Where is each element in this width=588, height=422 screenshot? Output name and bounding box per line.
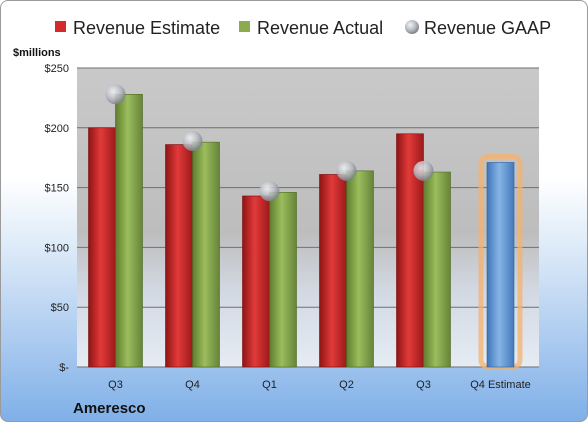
legend-swatch-estimate <box>55 21 66 32</box>
x-axis-labels: Q3 Q4 Q1 Q2 Q3 Q4 Estimate <box>108 379 531 391</box>
gaap-points <box>105 84 434 202</box>
legend: Revenue Estimate Revenue Actual Revenue … <box>55 18 551 38</box>
bar-revenue-actual <box>346 170 374 368</box>
y-axis-ticks: $- $50 $100 $150 $200 $250 <box>45 63 70 374</box>
bar-revenue-actual <box>269 192 297 368</box>
plot-area <box>77 68 539 367</box>
bar-revenue-estimate <box>319 174 347 368</box>
y-tick-label: $150 <box>45 183 69 195</box>
legend-swatch-actual <box>239 21 250 32</box>
company-name: Ameresco <box>73 400 146 417</box>
point-revenue-gaap <box>336 160 357 181</box>
x-category-label: Q1 <box>262 379 277 391</box>
point-revenue-gaap <box>259 181 280 202</box>
legend-item-actual: Revenue Actual <box>239 18 383 38</box>
x-category-label: Q4 Estimate <box>470 379 531 391</box>
y-tick-label: $100 <box>45 242 69 254</box>
legend-label-actual: Revenue Actual <box>257 18 383 38</box>
legend-label-gaap: Revenue GAAP <box>424 18 551 38</box>
legend-swatch-gaap <box>405 20 419 34</box>
y-tick-label: $- <box>59 362 69 374</box>
legend-item-gaap: Revenue GAAP <box>405 18 551 38</box>
y-tick-label: $200 <box>45 123 69 135</box>
y-tick-label: $50 <box>51 302 69 314</box>
x-category-label: Q2 <box>339 379 354 391</box>
y-tick-label: $250 <box>45 63 69 75</box>
bars <box>88 94 523 370</box>
bar-revenue-estimate <box>88 127 116 368</box>
bar-revenue-actual <box>192 141 220 368</box>
bar-revenue-estimate <box>165 144 193 368</box>
x-category-label: Q4 <box>185 379 200 391</box>
point-revenue-gaap <box>413 160 434 181</box>
bar-revenue-actual <box>423 171 451 368</box>
legend-item-estimate: Revenue Estimate <box>55 18 220 38</box>
x-category-label: Q3 <box>108 379 123 391</box>
bar-revenue-estimate <box>242 195 270 368</box>
point-revenue-gaap <box>105 84 126 105</box>
bar-revenue-actual <box>115 94 143 368</box>
point-revenue-gaap <box>182 130 203 151</box>
x-category-label: Q3 <box>416 379 431 391</box>
bar-revenue-estimate-q4 <box>486 162 515 368</box>
y-axis-unit-label: $millions <box>13 47 61 59</box>
gridlines <box>77 67 539 368</box>
legend-label-estimate: Revenue Estimate <box>73 18 220 38</box>
